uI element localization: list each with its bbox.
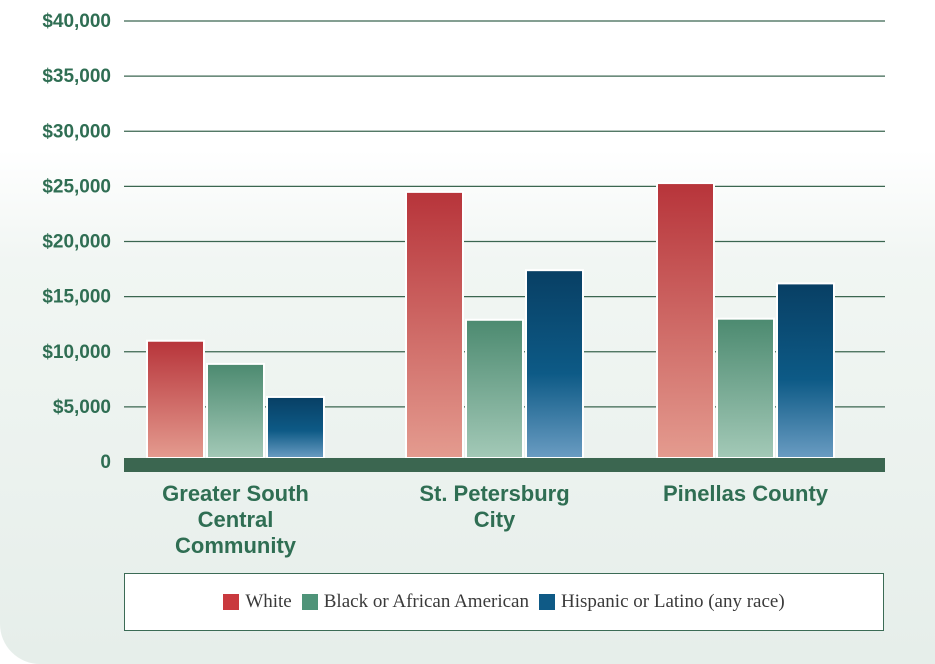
legend-label-black: Black or African American <box>323 591 529 612</box>
y-tick-label: $35,000 <box>42 66 111 87</box>
y-tick-label: $30,000 <box>42 121 111 142</box>
legend: White Black or African American Hispanic… <box>124 573 884 631</box>
category-label: Greater South <box>162 481 309 506</box>
category-label: City <box>474 507 516 532</box>
bar-black-2 <box>716 317 775 459</box>
legend-label-hispanic: Hispanic or Latino (any race) <box>560 591 785 612</box>
legend-swatch-hispanic <box>538 594 555 610</box>
category-label: Community <box>175 533 297 558</box>
category-label: Pinellas County <box>663 481 829 506</box>
bar-white-1 <box>405 190 464 459</box>
y-tick-label: $25,000 <box>42 176 111 197</box>
bar-black-1 <box>465 318 524 459</box>
legend-label-white: White <box>245 591 292 612</box>
bar-white-0 <box>146 339 205 460</box>
y-tick-label: $10,000 <box>42 342 111 363</box>
y-tick-label: $15,000 <box>42 287 111 308</box>
category-label: St. Petersburg <box>419 481 569 506</box>
legend-item-white: White <box>223 591 292 613</box>
bar-white-2 <box>656 182 715 459</box>
legend-swatch-white <box>223 594 240 610</box>
y-tick-label: $20,000 <box>42 232 111 253</box>
bar-hispanic-1 <box>525 269 584 460</box>
x-axis-baseline <box>124 458 885 472</box>
bar-black-0 <box>206 362 265 459</box>
legend-swatch-black <box>301 594 318 610</box>
legend-item-hispanic: Hispanic or Latino (any race) <box>538 591 785 613</box>
category-label: Central <box>198 507 274 532</box>
y-tick-label: 0 <box>100 452 111 473</box>
bar-hispanic-0 <box>266 395 325 460</box>
bar-hispanic-2 <box>776 282 835 459</box>
legend-item-black: Black or African American <box>301 591 529 613</box>
y-tick-label: $5,000 <box>53 397 111 418</box>
y-tick-label: $40,000 <box>42 11 111 32</box>
